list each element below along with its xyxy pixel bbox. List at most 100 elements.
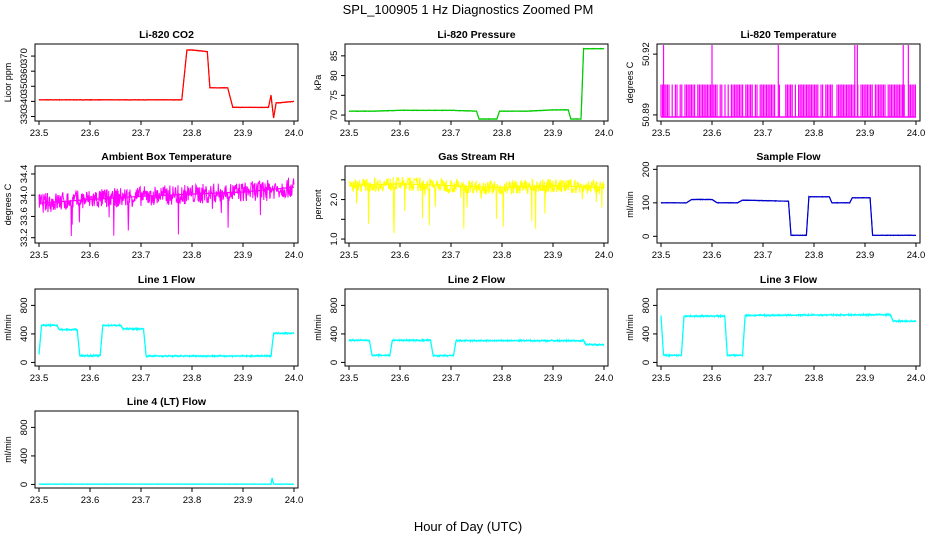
- x-tick-label: 23.6: [703, 373, 722, 384]
- x-tick-label: 23.9: [856, 128, 875, 139]
- y-tick-label: 330: [19, 109, 30, 125]
- x-tick-label: 23.5: [30, 128, 49, 139]
- x-tick-label: 23.8: [493, 128, 512, 139]
- y-tick-label: 360: [19, 63, 30, 79]
- x-tick-label: 23.6: [703, 128, 722, 139]
- x-tick-label: 23.7: [132, 250, 151, 261]
- panel-title: Ambient Box Temperature: [101, 151, 232, 163]
- panel-title: Li-820 CO2: [139, 29, 194, 41]
- plot-frame: [656, 43, 921, 122]
- series-line: [348, 337, 605, 359]
- x-tick-label: 23.7: [132, 495, 151, 506]
- x-tick-label: 24.0: [907, 250, 926, 261]
- x-tick-label: 23.9: [234, 128, 253, 139]
- x-tick-label: 23.6: [391, 250, 410, 261]
- panel-title: Li-820 Pressure: [437, 29, 515, 41]
- chart-panel: Line 3 Flow ml/min 23.5 23.6 23.7 23.8 23.9 24.…: [625, 274, 925, 384]
- plot-area: [38, 477, 295, 486]
- x-tick-label: 23.8: [183, 373, 202, 384]
- chart-panel: Li-820 Temperature degrees C 23.5 23.6 23.7 2…: [625, 29, 925, 139]
- panel-ylabel: kPa: [313, 75, 323, 91]
- series-steps: [349, 48, 604, 120]
- series-line: [38, 177, 295, 237]
- x-tick-label: 23.6: [81, 495, 100, 506]
- x-tick-label: 23.9: [856, 250, 875, 261]
- x-tick-label: 23.7: [132, 373, 151, 384]
- plot-frame: [344, 288, 609, 367]
- y-tick-label: 1.0: [329, 232, 340, 245]
- series-line: [660, 195, 917, 237]
- series-steps: [39, 49, 295, 119]
- x-tick-label: 23.5: [30, 373, 49, 384]
- x-tick-label: 24.0: [595, 373, 614, 384]
- plot-area: [660, 45, 916, 118]
- y-tick-label: 0: [19, 360, 30, 365]
- x-tick-label: 23.9: [544, 250, 563, 261]
- x-tick-label: 23.7: [132, 128, 151, 139]
- x-tick-label: 23.7: [442, 250, 461, 261]
- panel-ylabel: ml/min: [3, 314, 13, 341]
- x-tick-label: 23.9: [234, 495, 253, 506]
- panel-ylabel: percent: [313, 189, 323, 220]
- x-tick-label: 23.5: [30, 495, 49, 506]
- y-tick-label: 800: [19, 297, 30, 313]
- y-tick-label: 50.89: [641, 103, 652, 127]
- y-tick-label: 350: [19, 78, 30, 94]
- panel-title: Line 4 (LT) Flow: [127, 396, 207, 408]
- x-tick-label: 23.8: [183, 128, 202, 139]
- figure-title: SPL_100905 1 Hz Diagnostics Zoomed PM: [343, 2, 594, 17]
- panel-ylabel: ml/min: [313, 314, 323, 341]
- panel-ylabel: ml/min: [3, 436, 13, 463]
- y-tick-label: 2.0: [329, 193, 340, 206]
- plot-area: [348, 337, 605, 359]
- plot-frame: [34, 165, 299, 244]
- y-tick-label: 0: [641, 360, 652, 365]
- x-tick-label: 23.9: [234, 373, 253, 384]
- x-tick-label: 23.8: [493, 250, 512, 261]
- series-steps: [660, 314, 916, 356]
- plot-area: [660, 195, 917, 237]
- x-tick-label: 23.7: [754, 373, 773, 384]
- series-steps: [39, 477, 294, 485]
- y-tick-label: 400: [329, 326, 340, 342]
- series-line: [348, 176, 605, 234]
- x-tick-label: 23.8: [183, 495, 202, 506]
- panel-title: Sample Flow: [756, 151, 821, 163]
- y-tick-label: 80: [329, 70, 340, 81]
- x-tick-label: 23.6: [81, 373, 100, 384]
- x-tick-label: 23.5: [340, 250, 359, 261]
- x-tick-label: 23.5: [340, 373, 359, 384]
- x-tick-label: 23.7: [754, 250, 773, 261]
- plot-area: [660, 312, 917, 359]
- series-line: [38, 49, 294, 118]
- series-line: [38, 478, 295, 486]
- series-steps: [349, 339, 604, 357]
- plot-area: [38, 177, 295, 237]
- y-tick-label: 800: [641, 297, 652, 313]
- x-tick-label: 23.5: [652, 250, 671, 261]
- x-tick-label: 23.5: [340, 128, 359, 139]
- series-line: [348, 47, 605, 120]
- x-tick-label: 23.7: [442, 128, 461, 139]
- y-tick-label: 100: [641, 195, 652, 211]
- figure-xlabel: Hour of Day (UTC): [414, 519, 522, 534]
- x-tick-label: 23.8: [805, 373, 824, 384]
- x-tick-label: 23.8: [805, 128, 824, 139]
- y-tick-label: 200: [641, 161, 652, 177]
- x-tick-label: 23.7: [442, 373, 461, 384]
- panel-title: Line 2 Flow: [448, 274, 506, 286]
- panel-title: Line 3 Flow: [760, 274, 818, 286]
- y-tick-label: 70: [329, 110, 340, 121]
- x-tick-label: 24.0: [285, 495, 304, 506]
- y-tick-label: 50.92: [641, 42, 652, 66]
- chart-panel: Line 2 Flow ml/min 23.5 23.6 23.7 23.8 23.9 24.…: [313, 274, 613, 384]
- y-tick-label: 340: [19, 93, 30, 109]
- panel-title: Gas Stream RH: [438, 151, 514, 163]
- y-tick-label: 0: [641, 234, 652, 239]
- x-tick-label: 23.5: [30, 250, 49, 261]
- x-tick-label: 23.6: [703, 250, 722, 261]
- plot-frame: [656, 288, 921, 367]
- y-tick-label: 370: [19, 48, 30, 64]
- plot-frame: [344, 43, 609, 122]
- plot-frame: [344, 165, 609, 244]
